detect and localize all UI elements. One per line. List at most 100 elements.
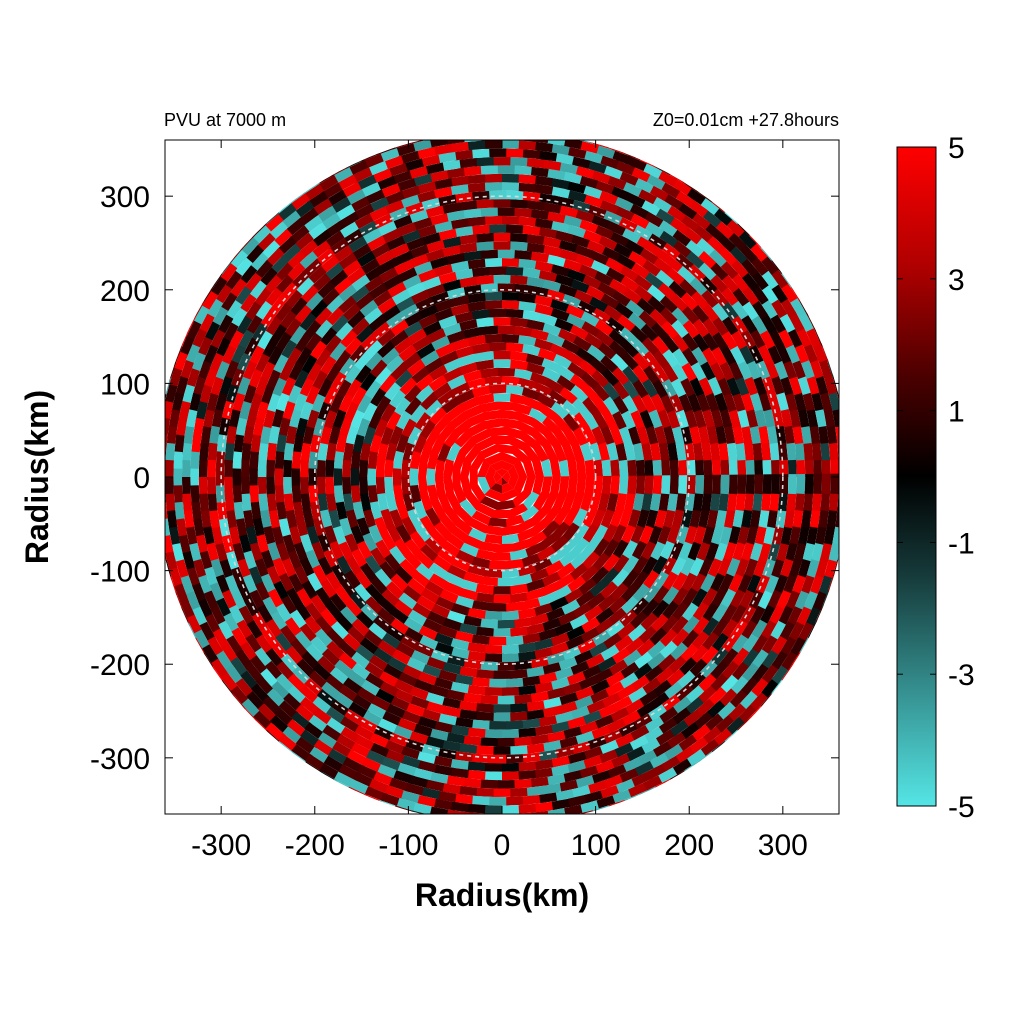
field-cell [241, 442, 252, 463]
field-cell [266, 393, 281, 415]
field-cell [316, 477, 326, 496]
field-cell [615, 441, 628, 461]
subtitle-left: PVU at 7000 m [164, 110, 286, 130]
field-cell [362, 426, 376, 447]
field-cell [601, 303, 623, 322]
field-cell [584, 239, 606, 255]
field-cell [735, 555, 751, 577]
field-cell [292, 434, 304, 455]
field-cell [258, 493, 269, 514]
field-cell [656, 218, 678, 237]
field-cell [295, 417, 308, 438]
field-cell [643, 568, 661, 589]
field-cell [210, 605, 227, 628]
field-cell [458, 353, 478, 367]
field-cell [511, 165, 532, 176]
field-cell [431, 186, 453, 199]
field-cell [484, 653, 504, 663]
field-cell [413, 767, 436, 782]
field-cell [531, 506, 551, 525]
field-cell [672, 570, 689, 591]
field-cell [544, 211, 566, 224]
field-cell [249, 393, 263, 414]
field-cell [471, 428, 491, 444]
field-cell [644, 725, 666, 743]
field-cell [616, 140, 639, 141]
field-cell [401, 755, 424, 770]
field-cell [603, 728, 625, 744]
field-cell [454, 630, 475, 644]
field-cell [418, 112, 440, 124]
field-cell [741, 617, 759, 639]
field-cell [455, 793, 477, 805]
field-cell [422, 162, 445, 175]
field-cell [433, 414, 452, 433]
field-cell [282, 477, 293, 497]
field-cell [710, 344, 727, 366]
field-cell [366, 161, 388, 177]
field-cell [501, 375, 520, 386]
field-cell [628, 507, 642, 528]
field-cell [569, 384, 589, 403]
field-cell [349, 285, 370, 304]
field-cell [743, 374, 759, 396]
field-cell [598, 702, 620, 719]
field-cell [237, 329, 254, 351]
field-cell [617, 264, 639, 282]
field-cell [661, 475, 671, 495]
field-cell [425, 692, 447, 706]
field-cell [452, 108, 473, 119]
field-cell [398, 672, 420, 688]
field-cell [476, 459, 491, 478]
field-cell [198, 313, 215, 336]
field-cell [492, 350, 511, 360]
field-cell [635, 296, 656, 315]
field-cell [341, 477, 352, 496]
field-cell [648, 408, 663, 429]
field-cell [711, 586, 729, 608]
field-cell [695, 391, 711, 412]
field-cell [419, 419, 436, 440]
field-cell [593, 318, 614, 336]
field-cell [447, 141, 469, 153]
field-cell [591, 565, 611, 585]
field-cell [203, 368, 218, 391]
field-cell [181, 477, 191, 498]
field-cell [752, 440, 763, 461]
field-cell [720, 299, 739, 321]
field-cell [359, 562, 378, 583]
field-cell [329, 593, 348, 614]
field-cell [204, 566, 219, 589]
field-cell [756, 342, 773, 364]
field-cell [531, 518, 551, 536]
field-cell [624, 298, 645, 317]
field-cell [554, 621, 575, 637]
field-cell [526, 666, 547, 678]
field-cell [317, 442, 329, 463]
field-cell [191, 501, 202, 523]
field-cell [450, 759, 472, 771]
field-cell [202, 344, 219, 367]
field-cell [612, 553, 631, 573]
field-cell [569, 113, 591, 126]
field-cell [185, 409, 198, 431]
field-cell [637, 246, 659, 265]
field-cell [725, 375, 741, 396]
field-cell [266, 459, 276, 480]
field-cell [694, 457, 705, 477]
field-cell [174, 434, 185, 456]
field-cell [427, 611, 448, 627]
field-cell [427, 170, 449, 183]
field-cell [760, 440, 772, 461]
field-cell [394, 689, 416, 705]
field-cell [317, 655, 338, 676]
field-cell [356, 418, 371, 438]
field-cell [165, 442, 176, 464]
field-cell [353, 772, 376, 788]
field-cell [612, 195, 634, 212]
field-cell [671, 555, 688, 576]
field-cell [463, 658, 484, 670]
field-cell [749, 423, 761, 444]
field-cell [611, 409, 627, 430]
field-cell [471, 556, 491, 569]
